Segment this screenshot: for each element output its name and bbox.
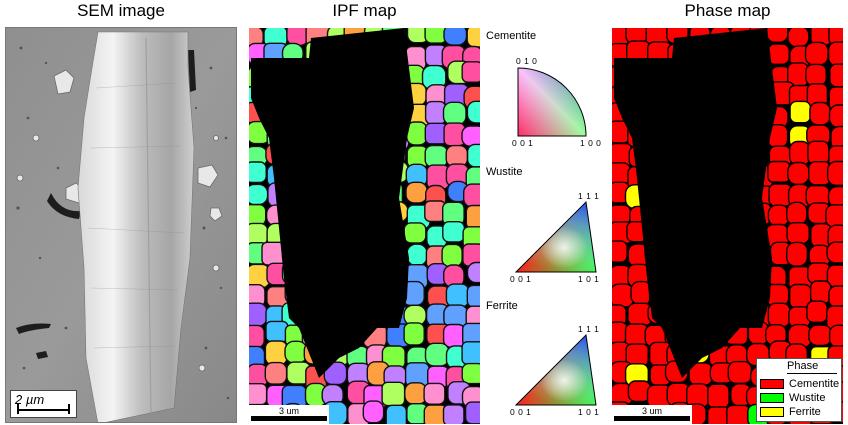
sem-micrograph bbox=[6, 28, 236, 422]
legend-ferrite-title: Ferrite bbox=[486, 300, 518, 312]
phase-legend-row-wustite: Wustite bbox=[760, 391, 825, 404]
ipf-grain-map bbox=[249, 28, 480, 424]
ipf-scale-label: 3 um bbox=[278, 406, 299, 416]
fiber-void-region bbox=[251, 28, 414, 378]
legend-wustite-top-label: 1 1 1 bbox=[578, 191, 600, 201]
fiber-void-region bbox=[614, 28, 777, 378]
sem-image: 2 µm bbox=[5, 27, 237, 423]
phase-legend-header: Phase bbox=[787, 360, 819, 372]
phase-legend-label-ferrite: Ferrite bbox=[789, 405, 821, 418]
phase-scale-label: 3 um bbox=[641, 406, 662, 416]
phase-legend: Phase Cementite Wustite Ferrite bbox=[756, 358, 842, 422]
ipf-map: 3 um bbox=[249, 28, 480, 424]
phase-legend-label-cementite: Cementite bbox=[789, 377, 840, 390]
sem-title: SEM image bbox=[77, 1, 165, 20]
ferrite-triangle-key bbox=[514, 333, 597, 406]
sem-scale-label: 2 µm bbox=[15, 392, 45, 407]
cementite-swatch bbox=[760, 378, 784, 389]
ferrite-swatch bbox=[760, 406, 784, 417]
legend-ferrite-top-label: 1 1 1 bbox=[578, 324, 600, 334]
cementite-quadrant-key bbox=[517, 67, 587, 137]
phase-legend-label-wustite: Wustite bbox=[789, 391, 826, 404]
phase-legend-row-ferrite: Ferrite bbox=[760, 405, 821, 418]
phase-grain-map bbox=[612, 28, 843, 424]
sem-scale-bar: 2 µm bbox=[10, 390, 77, 418]
sem-scale-line bbox=[17, 404, 70, 414]
phase-scale-bar: 3 um bbox=[612, 405, 692, 424]
wustite-triangle-key bbox=[514, 200, 597, 273]
wustite-swatch bbox=[760, 392, 784, 403]
ipf-scale-line bbox=[251, 416, 327, 421]
legend-wustite-bl-label: 0 0 1 bbox=[510, 274, 532, 284]
ipf-title: IPF map bbox=[332, 1, 397, 20]
phase-legend-row-cementite: Cementite bbox=[760, 377, 839, 390]
phase-title: Phase map bbox=[684, 1, 771, 20]
legend-ferrite-br-label: 1 0 1 bbox=[578, 407, 600, 417]
legend-wustite-br-label: 1 0 1 bbox=[578, 274, 600, 284]
legend-cementite-top-label: 0 1 0 bbox=[516, 56, 538, 66]
legend-ferrite-bl-label: 0 0 1 bbox=[510, 407, 532, 417]
phase-map: 3 um Phase Cementite Wustite Ferrite bbox=[612, 28, 843, 424]
phase-scale-line bbox=[614, 416, 690, 421]
legend-wustite-title: Wustite bbox=[486, 166, 523, 178]
legend-cementite-bl-label: 0 0 1 bbox=[512, 138, 534, 148]
phase-legend-header-rule bbox=[787, 373, 837, 374]
legend-cementite-title: Cementite bbox=[486, 30, 537, 42]
legend-cementite-br-label: 1 0 0 bbox=[580, 138, 602, 148]
ipf-scale-bar: 3 um bbox=[249, 405, 329, 424]
